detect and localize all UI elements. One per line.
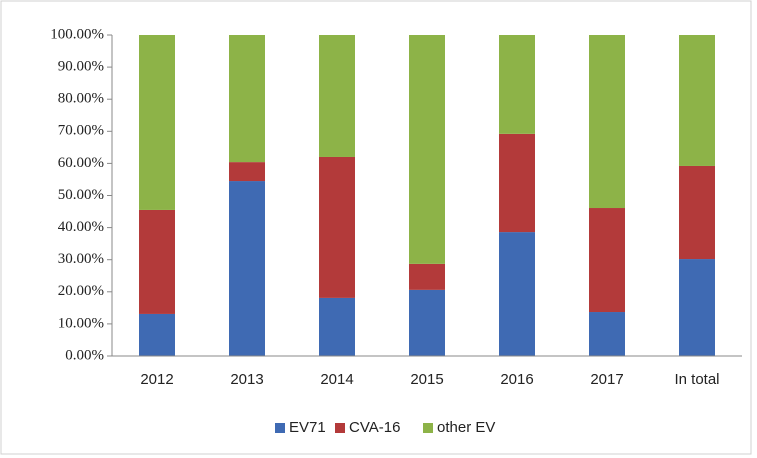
bar-segment (589, 35, 625, 209)
bar-segment (679, 165, 715, 260)
x-tick-label: 2013 (230, 371, 263, 388)
y-tick-label: 90.00% (58, 59, 104, 75)
bar-segment (319, 297, 355, 356)
y-tick-label: 40.00% (58, 219, 104, 235)
bar-segment (409, 35, 445, 264)
y-tick-label: 50.00% (58, 187, 104, 203)
x-tick-label: 2014 (320, 371, 353, 388)
legend-label: EV71 (289, 419, 326, 436)
y-tick-label: 0.00% (65, 347, 104, 363)
y-tick-label: 70.00% (58, 123, 104, 139)
bar-segment (589, 312, 625, 356)
bar-segment (229, 162, 265, 182)
bar-segment (679, 259, 715, 356)
legend-swatch (275, 423, 285, 433)
bar-segment (499, 232, 535, 356)
legend-label: CVA-16 (349, 419, 400, 436)
bar-segment (589, 208, 625, 313)
bar-segment (409, 263, 445, 290)
x-tick-label: 2015 (410, 371, 443, 388)
bar-segment (499, 133, 535, 233)
legend-label: other EV (437, 419, 495, 436)
bar-segment (499, 35, 535, 134)
bar-segment (139, 35, 175, 210)
bar-segment (229, 35, 265, 163)
y-tick-label: 100.00% (50, 26, 104, 42)
legend-swatch (335, 423, 345, 433)
y-tick-label: 60.00% (58, 155, 104, 171)
y-tick-label: 80.00% (58, 91, 104, 107)
y-tick-label: 20.00% (58, 283, 104, 299)
y-tick-label: 30.00% (58, 251, 104, 267)
x-tick-label: 2016 (500, 371, 533, 388)
bar-segment (139, 209, 175, 314)
x-tick-label: In total (674, 371, 719, 388)
legend-swatch (423, 423, 433, 433)
x-tick-label: 2017 (590, 371, 623, 388)
bar-segment (139, 313, 175, 356)
bar-segment (319, 35, 355, 157)
y-tick-label: 10.00% (58, 315, 104, 331)
bar-segment (319, 156, 355, 298)
bar-segment (409, 289, 445, 356)
x-tick-label: 2012 (140, 371, 173, 388)
bar-segment (229, 181, 265, 356)
bar-segment (679, 35, 715, 166)
